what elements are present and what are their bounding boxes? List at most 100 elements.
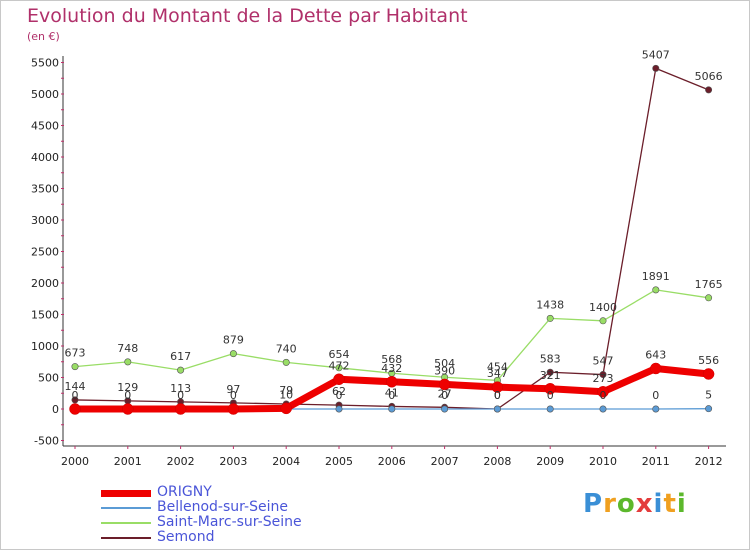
data-label: 0 — [336, 389, 343, 402]
data-label: 27 — [438, 387, 452, 400]
data-point — [652, 286, 660, 294]
data-point — [71, 363, 79, 371]
data-label: 432 — [381, 362, 402, 375]
data-point — [122, 403, 134, 415]
logo-letter: i — [653, 489, 664, 519]
x-tick-label: 2000 — [61, 455, 89, 468]
data-point — [597, 386, 609, 398]
x-tick-label: 2003 — [219, 455, 247, 468]
x-tick-label: 2009 — [536, 455, 564, 468]
data-label: 556 — [698, 354, 719, 367]
data-label: 0 — [230, 389, 237, 402]
y-tick-label: 5000 — [31, 88, 59, 101]
data-label: 129 — [117, 381, 138, 394]
logo-letter: x — [635, 489, 654, 519]
data-label: 97 — [226, 383, 240, 396]
data-point — [544, 383, 556, 395]
chart-title: Evolution du Montant de la Dette par Hab… — [27, 5, 468, 27]
logo-letter: P — [583, 489, 604, 519]
data-point — [441, 405, 449, 413]
data-label: 879 — [223, 334, 244, 347]
data-point — [333, 373, 345, 386]
data-label: 347 — [487, 367, 508, 380]
legend-label: Semond — [157, 529, 215, 545]
legend-label: Saint-Marc-sur-Seine — [157, 514, 302, 530]
x-tick-label: 2007 — [431, 455, 459, 468]
x-tick-label: 2005 — [325, 455, 353, 468]
data-point — [438, 378, 451, 391]
data-label: 144 — [65, 380, 86, 393]
data-point — [652, 64, 660, 72]
data-label: 0 — [124, 389, 131, 402]
data-point — [229, 350, 237, 358]
y-tick-label: 4000 — [31, 151, 59, 164]
data-label: 1891 — [642, 270, 670, 283]
data-label: 617 — [170, 350, 191, 363]
data-label: 5066 — [695, 70, 723, 83]
data-label: 390 — [434, 364, 455, 377]
data-label: 504 — [434, 357, 455, 370]
data-point — [650, 362, 662, 375]
logo-letter: o — [616, 489, 636, 519]
data-label: 113 — [170, 382, 191, 395]
x-tick-label: 2006 — [378, 455, 406, 468]
data-label: 568 — [381, 353, 402, 366]
data-label: 643 — [645, 348, 666, 361]
data-label: 654 — [329, 348, 350, 361]
data-label: 0 — [441, 389, 448, 402]
data-point — [71, 396, 79, 404]
data-label: 748 — [117, 342, 138, 355]
y-tick-label: 2500 — [31, 246, 59, 259]
data-point — [599, 371, 607, 379]
data-label: 740 — [276, 342, 297, 355]
data-label: 10 — [279, 388, 293, 401]
y-tick-label: 2000 — [31, 277, 59, 290]
data-point — [546, 405, 554, 413]
data-label: 273 — [593, 372, 614, 385]
data-label: 1438 — [536, 298, 564, 311]
data-point — [599, 405, 607, 413]
data-point — [386, 376, 398, 388]
data-point — [702, 368, 715, 380]
legend-label: Bellenod-sur-Seine — [157, 499, 288, 515]
y-tick-label: 500 — [38, 372, 59, 385]
x-tick-label: 2001 — [114, 455, 142, 468]
data-label: 1765 — [695, 278, 723, 291]
y-tick-label: 1000 — [31, 340, 59, 353]
x-tick-label: 2002 — [167, 455, 195, 468]
data-point — [705, 294, 713, 302]
legend-swatch — [101, 537, 151, 539]
data-label: 1400 — [589, 301, 617, 314]
y-tick-label: 0 — [52, 403, 59, 416]
data-point — [546, 368, 554, 376]
data-point — [177, 366, 185, 374]
x-tick-label: 2012 — [695, 455, 723, 468]
data-label: 547 — [593, 355, 614, 368]
logo-letter: r — [603, 489, 617, 519]
logo-letter: t — [663, 489, 677, 519]
data-label: 0 — [494, 389, 501, 402]
proxiti-logo: Proxiti — [583, 489, 687, 519]
legend-swatch — [101, 507, 151, 509]
data-point — [652, 405, 660, 413]
data-point — [546, 314, 554, 322]
data-point — [280, 402, 292, 415]
line-chart: -500050010001500200025003000350040004500… — [31, 48, 726, 468]
data-label: 673 — [65, 347, 86, 360]
data-point — [282, 358, 290, 366]
legend-swatch — [101, 490, 151, 497]
x-tick-label: 2010 — [589, 455, 617, 468]
data-label: 0 — [494, 389, 501, 402]
unit-label: (en €) — [27, 30, 60, 43]
data-label: 0 — [177, 389, 184, 402]
data-point — [69, 403, 81, 415]
y-tick-label: 3000 — [31, 214, 59, 227]
data-label: 454 — [487, 360, 508, 373]
data-label: 5 — [705, 389, 712, 402]
data-label: 321 — [540, 369, 561, 382]
x-tick-label: 2008 — [483, 455, 511, 468]
data-label: 0 — [547, 389, 554, 402]
data-point — [388, 405, 396, 413]
data-point — [335, 405, 343, 413]
